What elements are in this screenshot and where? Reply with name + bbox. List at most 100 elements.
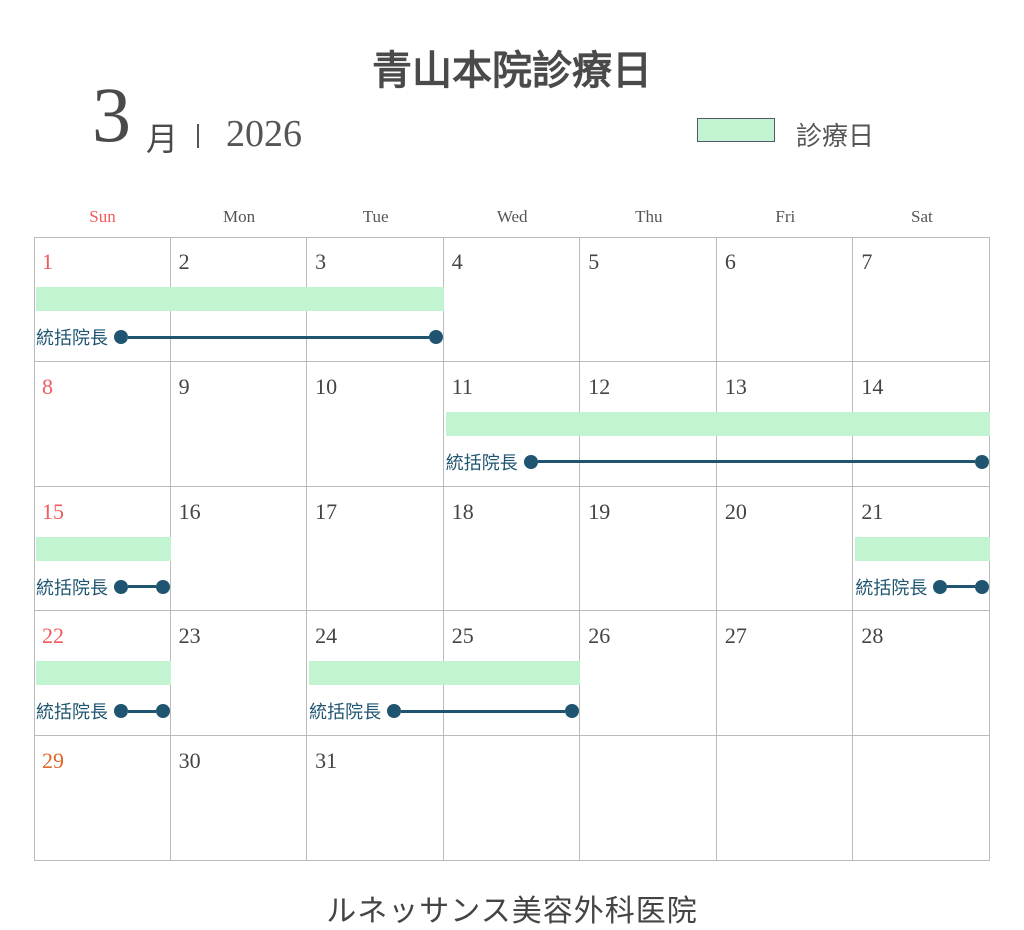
day-number: 15 [42, 498, 64, 524]
day-cell[interactable]: 14 [853, 362, 990, 487]
day-number: 16 [178, 498, 201, 524]
day-number: 27 [724, 623, 747, 649]
clinic-day-bar[interactable] [36, 287, 444, 311]
month-suffix: 月 [146, 120, 179, 158]
footer-clinic-name: ルネッサンス美容外科医院 [326, 895, 698, 928]
day-number: 30 [178, 748, 201, 774]
day-number: 21 [861, 498, 884, 524]
day-cell[interactable]: 5 [580, 237, 717, 362]
range-line [947, 585, 975, 589]
range-line [537, 460, 975, 464]
clinic-day-bar[interactable] [445, 411, 990, 436]
legend-label: 診療日 [796, 122, 875, 152]
day-cell [853, 736, 990, 861]
weekday-header-wed: Wed [496, 207, 528, 226]
day-cell[interactable]: 29 [34, 736, 171, 861]
end-dot-icon [428, 330, 443, 344]
day-number: 11 [451, 373, 473, 399]
day-number: 5 [588, 249, 600, 274]
end-dot-icon [155, 704, 170, 719]
end-dot-icon [974, 454, 989, 469]
day-cell[interactable]: 10 [307, 361, 444, 487]
day-cell[interactable]: 9 [170, 361, 308, 487]
day-number: 4 [451, 249, 463, 274]
day-cell [444, 736, 581, 861]
day-cell[interactable]: 4 [443, 237, 581, 362]
end-dot-icon [155, 579, 170, 594]
day-number: 23 [178, 623, 201, 649]
legend-swatch [697, 118, 775, 142]
year: 2026 [226, 113, 302, 155]
day-number: 14 [861, 373, 884, 399]
day-cell[interactable]: 28 [853, 611, 990, 737]
page-title: 青山本院診療日 [372, 48, 652, 94]
day-number: 20 [724, 498, 747, 524]
day-number: 22 [42, 623, 64, 649]
clinic-day-bar[interactable] [309, 661, 581, 686]
day-cell[interactable]: 18 [443, 486, 581, 612]
clinic-day-bar[interactable] [855, 536, 990, 561]
doctor-label: 統括院長 [36, 577, 108, 599]
doctor-label: 統括院長 [36, 328, 108, 349]
day-cell[interactable]: 26 [580, 611, 717, 737]
day-cell [580, 736, 717, 861]
start-dot-icon [114, 704, 128, 719]
separator [197, 124, 199, 148]
day-cell[interactable]: 7 [853, 237, 990, 362]
doctor-schedule-line[interactable]: 統括院長 [855, 576, 989, 599]
range-line [401, 709, 566, 713]
weekday-header-tue: Tue [362, 207, 389, 226]
range-line [128, 709, 156, 713]
doctor-schedule-line[interactable]: 統括院長 [36, 700, 170, 724]
day-number: 10 [315, 373, 338, 399]
day-number: 17 [315, 498, 338, 524]
weekday-header-sat: Sat [911, 207, 933, 226]
day-number: 19 [588, 498, 611, 524]
doctor-schedule-line[interactable]: 統括院長 [36, 326, 443, 349]
weekday-header-sun: Sun [89, 207, 116, 226]
doctor-schedule-line[interactable]: 統括院長 [36, 576, 170, 599]
start-dot-icon [523, 454, 538, 469]
day-number: 3 [315, 249, 327, 274]
end-dot-icon [974, 579, 989, 594]
doctor-schedule-line[interactable]: 統括院長 [309, 700, 580, 724]
day-cell[interactable]: 30 [171, 736, 308, 861]
doctor-label: 統括院長 [445, 452, 518, 474]
doctor-schedule-line[interactable]: 統括院長 [445, 451, 989, 474]
weekday-header-thu: Thu [635, 207, 663, 226]
day-cell[interactable]: 17 [307, 486, 444, 612]
day-number: 1 [42, 249, 53, 274]
day-cell[interactable]: 8 [34, 361, 171, 487]
day-cell[interactable]: 23 [170, 611, 308, 737]
day-number: 24 [315, 623, 338, 649]
day-number: 29 [42, 748, 64, 774]
end-dot-icon [565, 704, 580, 719]
day-number: 9 [178, 373, 190, 399]
weekday-header-mon: Mon [223, 207, 256, 226]
doctor-label: 統括院長 [309, 702, 382, 724]
clinic-day-bar[interactable] [36, 536, 171, 561]
clinic-day-bar[interactable] [36, 661, 171, 686]
day-number: 26 [588, 623, 611, 649]
month-number: 3 [92, 71, 131, 158]
day-number: 8 [42, 373, 53, 399]
calendar-grid: 1 2 3 4 5 6 7 8 9 10 11 12 13 14 15 16 17 18 19 20 21 22 23 24 2… [34, 237, 990, 861]
day-cell [717, 736, 854, 861]
day-number: 25 [451, 623, 474, 649]
day-number: 6 [724, 249, 736, 274]
range-line [128, 585, 156, 589]
day-cell[interactable]: 27 [716, 611, 854, 737]
start-dot-icon [114, 330, 128, 344]
range-line [128, 335, 429, 339]
day-cell[interactable]: 21 [853, 487, 990, 612]
day-cell[interactable]: 6 [716, 237, 854, 362]
day-cell[interactable]: 19 [580, 486, 717, 612]
doctor-label: 統括院長 [855, 577, 928, 599]
day-cell[interactable]: 16 [170, 486, 308, 612]
doctor-label: 統括院長 [36, 702, 108, 724]
day-number: 7 [861, 249, 873, 274]
day-cell[interactable]: 31 [307, 736, 444, 861]
day-cell[interactable]: 20 [716, 486, 854, 612]
day-number: 12 [588, 373, 611, 399]
weekday-header-fri: Fri [775, 207, 796, 226]
